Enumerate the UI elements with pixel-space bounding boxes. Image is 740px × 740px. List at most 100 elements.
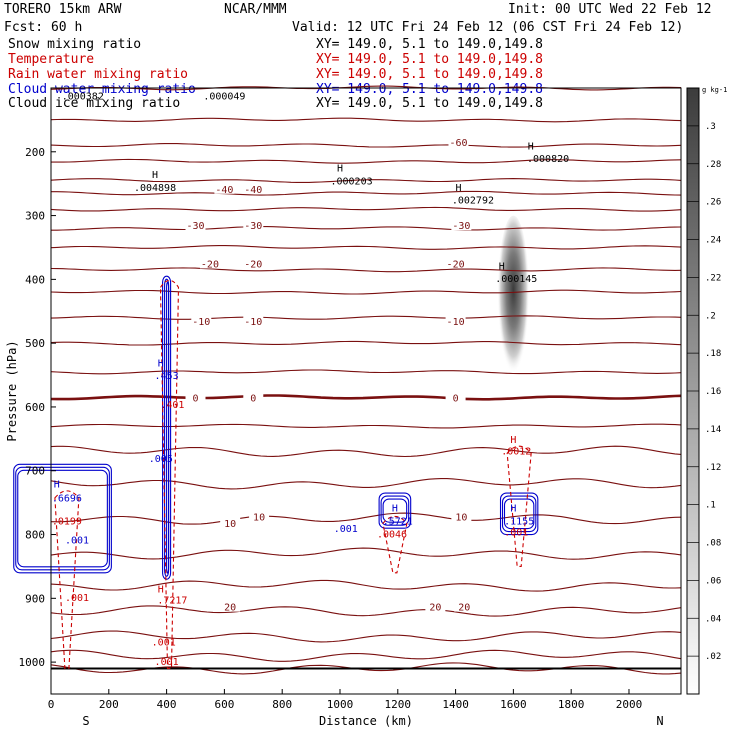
x-tick-label: 200: [99, 698, 119, 711]
isotherm-label-bg: [445, 257, 466, 269]
isotherm-line: [50, 445, 682, 458]
isotherm-line: [51, 190, 682, 196]
isotherm-line: [50, 369, 682, 375]
x-tick-label: 1000: [327, 698, 354, 711]
y-axis-label: Pressure (hPa): [5, 340, 19, 441]
x-tick-label: 1800: [558, 698, 585, 711]
field-name-snow: Snow mixing ratio: [8, 37, 142, 52]
colorbar-tick-label: .2: [705, 311, 716, 321]
y-tick-label: 400: [25, 273, 45, 286]
isotherm-label-bg: [220, 517, 241, 529]
maxima-label: .001: [65, 536, 89, 547]
institution-label: NCAR/MMM: [224, 2, 287, 17]
isotherm-label-bg: [451, 219, 472, 231]
colorbar-tick-label: .16: [705, 387, 721, 397]
colorbar-tick-label: .06: [705, 576, 721, 586]
maxima-label: .000820: [527, 154, 569, 165]
rain-water-contour: [54, 490, 80, 670]
maxima-label: H: [392, 504, 398, 515]
x-tick-label: 400: [157, 698, 177, 711]
maxima-label: .0199: [52, 516, 82, 527]
isotherm-line: [50, 267, 682, 273]
colorbar-tick-label: .3: [705, 122, 716, 132]
x-tick-label: 1400: [442, 698, 469, 711]
isotherm-label-bg: [454, 600, 475, 612]
isotherm-line: [50, 178, 682, 183]
isotherm-line: [50, 649, 682, 662]
isotherm-label-bg: [451, 510, 472, 522]
freezing-level-isotherm: [50, 394, 682, 401]
maxima-label: .001: [155, 657, 179, 668]
cloud-water-contour: [13, 463, 112, 574]
north-end-label: N: [656, 714, 663, 728]
colorbar-tick-label: .24: [705, 236, 721, 246]
maxima-label: H: [510, 504, 516, 515]
isotherm-label-bg: [220, 600, 241, 612]
isotherm-label-bg: [243, 391, 264, 403]
isotherm-line: [50, 206, 682, 212]
isotherm-label-bg: [214, 182, 235, 194]
isotherm-label: -40: [244, 185, 262, 196]
isotherm-label-bg: [445, 391, 466, 403]
model-title: TORERO 15km ARW: [4, 2, 122, 17]
isotherm-label: -10: [244, 317, 262, 328]
rain-water-contour: [382, 515, 408, 574]
maxima-label: .001: [65, 593, 89, 604]
isotherm-line: [50, 117, 682, 123]
colorbar-tick-label: .1: [705, 501, 716, 511]
isotherm-label: 10: [455, 513, 467, 524]
isotherm-label: 20: [458, 603, 470, 614]
cloud-water-contour: [503, 498, 535, 530]
maxima-label: H: [510, 435, 516, 446]
isotherm-label: 0: [250, 393, 256, 404]
isotherm-line: [50, 340, 682, 346]
maxima-label: .000145: [495, 274, 537, 285]
field-name-cloud-water: Cloud water mixing ratio: [8, 82, 196, 97]
isotherm-label-bg: [243, 257, 264, 269]
isotherm-label-bg: [185, 219, 206, 231]
maxima-label: .000382: [62, 92, 104, 103]
maxima-label: .001: [334, 524, 358, 535]
maxima-label: .001: [504, 527, 528, 538]
maxima-label: .6696: [52, 494, 82, 505]
y-tick-label: 900: [25, 592, 45, 605]
isotherm-label-bg: [445, 314, 466, 326]
isotherm-line: [50, 289, 682, 295]
isotherm-line: [50, 85, 682, 91]
isotherm-label: -10: [447, 317, 465, 328]
valid-time: Valid: 12 UTC Fri 24 Feb 12 (06 CST Fri …: [292, 20, 684, 35]
x-tick-label: 2000: [616, 698, 643, 711]
cloud-water-contour: [501, 495, 537, 533]
isotherm-line: [50, 547, 682, 560]
isotherm-label: 10: [253, 513, 265, 524]
maxima-label: H: [158, 585, 164, 596]
x-tick-label: 0: [48, 698, 55, 711]
colorbar-tick-label: .22: [705, 273, 721, 283]
isotherm-label: -20: [244, 259, 262, 270]
y-tick-label: 700: [25, 465, 45, 478]
isotherm-label: -30: [244, 221, 262, 232]
maxima-label: H: [337, 164, 343, 175]
field-name-temperature: Temperature: [8, 52, 95, 67]
colorbar-tick-label: .28: [705, 160, 721, 170]
isotherm-line: [51, 158, 682, 164]
isotherm-label-bg: [425, 600, 446, 612]
maxima-label: .004898: [134, 183, 176, 194]
maxima-label: .005: [149, 454, 173, 465]
maxima-label: .453: [155, 371, 179, 382]
field-xy-snow: XY= 149.0, 5.1 to 149.0,149.8: [316, 37, 543, 52]
field-name-cloud-ice: Cloud ice mixing ratio: [8, 96, 181, 111]
isotherm-label: 20: [429, 603, 441, 614]
isotherm-label: -40: [215, 185, 233, 196]
isotherm-label: -20: [447, 259, 465, 270]
forecast-hour: Fcst: 60 h: [4, 20, 83, 35]
y-tick-label: 200: [25, 146, 45, 159]
x-tick-label: 1600: [500, 698, 527, 711]
field-xy-cloud-ice: XY= 149.0, 5.1 to 149.0,149.8: [316, 96, 543, 111]
isotherm-label-bg: [249, 510, 270, 522]
cloud-water-contour: [378, 492, 412, 529]
isotherm-label: -10: [192, 317, 210, 328]
isotherm-label-bg: [243, 314, 264, 326]
isotherm-line: [50, 630, 682, 643]
isotherm-line: [50, 315, 682, 320]
